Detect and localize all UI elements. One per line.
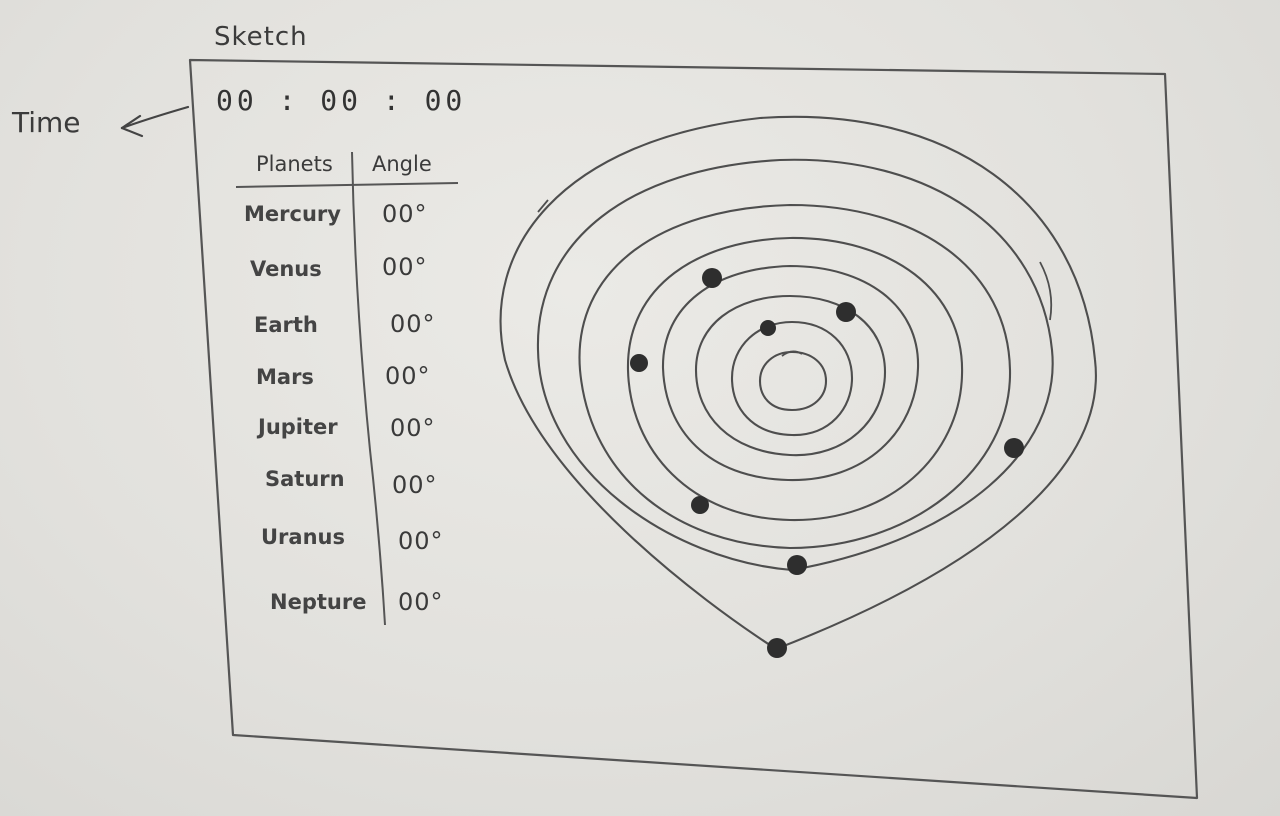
planet-name-mercury: Mercury <box>244 202 341 226</box>
planet-dot-saturn <box>787 555 807 575</box>
pencil-stroke <box>537 199 549 213</box>
planet-dot-mercury <box>760 320 776 336</box>
planet-dot-neptune <box>767 638 787 658</box>
planet-name-venus: Venus <box>250 257 322 281</box>
time-arrow <box>120 105 190 138</box>
planet-name-saturn: Saturn <box>265 467 345 491</box>
time-label: Time <box>12 106 81 139</box>
planet-name-neptune: Nepture <box>270 590 367 614</box>
planet-name-uranus: Uranus <box>261 525 345 549</box>
frame-border <box>188 58 1199 800</box>
orbit-jupiter <box>626 236 964 522</box>
orbit-neptune <box>499 115 1097 651</box>
orbit-mars <box>661 264 920 482</box>
planet-name-earth: Earth <box>254 313 318 337</box>
planet-name-mars: Mars <box>256 365 314 389</box>
planet-angle-saturn: 00° <box>392 471 438 499</box>
planet-dot-venus <box>836 302 856 322</box>
planet-angle-mars: 00° <box>385 362 431 390</box>
sketch-title: Sketch <box>214 22 308 52</box>
table-header-angle: Angle <box>372 152 432 176</box>
orbit-uranus <box>536 158 1054 572</box>
planet-name-jupiter: Jupiter <box>258 415 338 439</box>
table-header-planets: Planets <box>256 152 333 176</box>
time-readout: 00 : 00 : 00 <box>216 84 467 117</box>
orbit-earth <box>694 294 887 457</box>
planet-dot-jupiter <box>691 496 709 514</box>
planet-dot-earth <box>702 268 722 288</box>
planet-dot-mars <box>630 354 648 372</box>
planet-dot-uranus <box>1004 438 1024 458</box>
orbit-venus <box>730 320 854 437</box>
sun-mark <box>781 350 803 357</box>
planet-angle-jupiter: 00° <box>390 414 436 442</box>
planet-angle-uranus: 00° <box>398 527 444 555</box>
planet-angle-mercury: 00° <box>382 200 428 228</box>
orbit-mercury <box>758 350 828 412</box>
orbit-saturn <box>578 203 1012 550</box>
planet-angle-neptune: 00° <box>398 588 444 616</box>
planet-angle-venus: 00° <box>382 253 428 281</box>
table-header-divider <box>235 182 459 188</box>
pencil-stroke <box>1039 261 1053 321</box>
planet-angle-earth: 00° <box>390 310 436 338</box>
table-column-divider <box>351 151 386 626</box>
